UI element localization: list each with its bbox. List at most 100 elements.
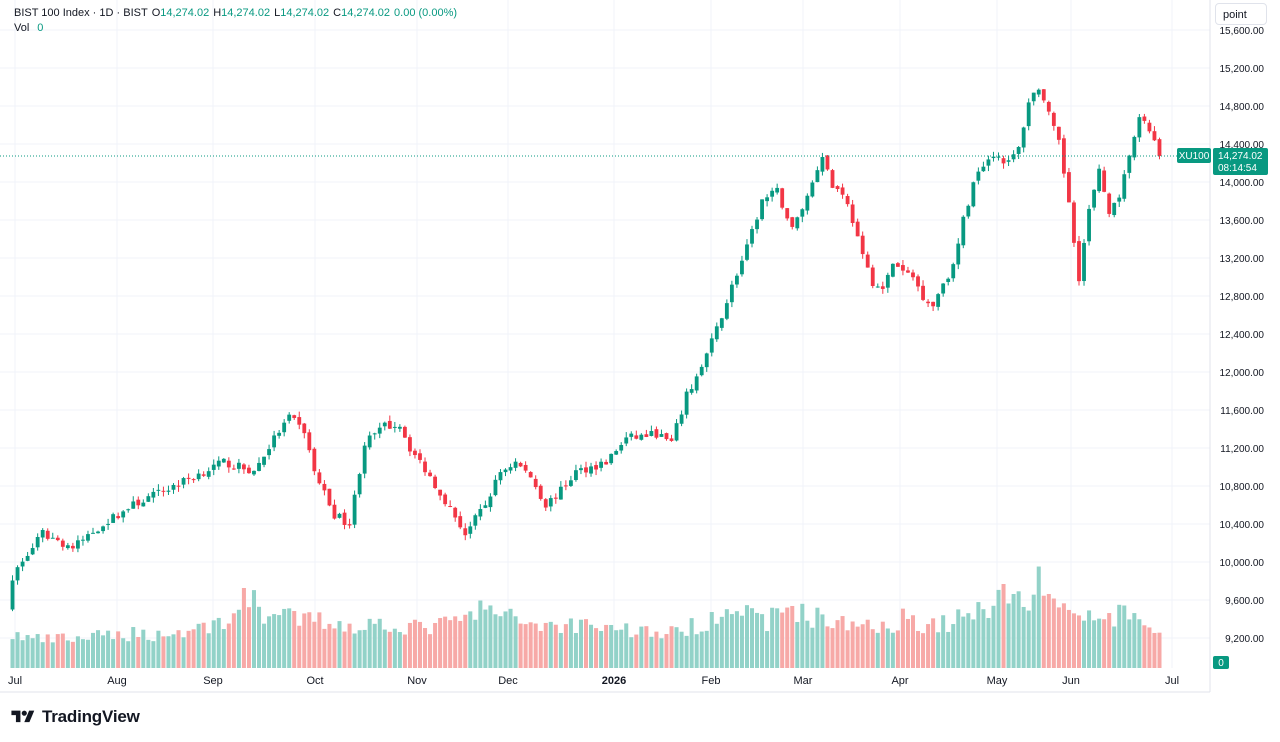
candle-body [719, 318, 724, 328]
volume-bar [493, 614, 498, 668]
volume-bar [327, 623, 332, 668]
price-axis[interactable]: 9,200.00 9,600.00 10,000.00 10,400.00 10,800… [1209, 0, 1265, 692]
volume-bar [15, 632, 20, 668]
volume-bar [1132, 613, 1137, 668]
volume-bar [664, 634, 669, 668]
volume-bar [136, 636, 141, 668]
candle-body [262, 456, 266, 465]
volume-bar [689, 618, 694, 668]
volume-bar [211, 620, 216, 668]
time-tick-label: Mar [794, 675, 813, 687]
volume-bar [141, 629, 146, 668]
candle-body [55, 537, 60, 541]
volume-bar [724, 609, 729, 668]
volume-bar [744, 605, 749, 668]
time-axis[interactable]: Jul Aug Sep Oct Nov Dec 2026 Feb Mar Apr May Jun Jul [0, 675, 1210, 693]
open-value: 14,274.02 [160, 7, 210, 19]
volume-bar [231, 613, 236, 668]
volume-bar [1082, 620, 1087, 668]
volume-bar [1157, 632, 1162, 668]
volume-bar [367, 618, 372, 668]
volume-bar [1137, 619, 1142, 668]
candle-body [332, 504, 337, 519]
candle-body [493, 479, 498, 496]
volume-bar [543, 622, 548, 668]
candle-body [483, 505, 488, 508]
candle-body [790, 217, 795, 227]
candle-body [221, 458, 226, 463]
chart-legend: BIST 100 Index · 1D · BIST O14,274.02 H1… [14, 6, 457, 36]
candle-body [770, 190, 775, 197]
time-tick-label: Dec [498, 675, 518, 687]
volume-bar [433, 622, 438, 668]
price-tick-label: 11,600.00 [1220, 406, 1264, 417]
volume-bar [10, 639, 15, 668]
volume-bar [749, 608, 755, 668]
volume-bar [639, 626, 644, 668]
candle-body [553, 497, 558, 499]
volume-bar [946, 631, 951, 668]
point-button[interactable]: point [1215, 3, 1267, 25]
volume-bar [60, 633, 65, 668]
volume-bar [362, 629, 367, 668]
candle-body [724, 303, 729, 319]
candle-body [1107, 193, 1112, 214]
volume-bar [25, 635, 30, 668]
low-label: L [274, 7, 281, 19]
candle-body [840, 187, 845, 195]
candle-body [1006, 160, 1011, 162]
volume-bar [65, 640, 70, 668]
volume-bar [171, 634, 176, 668]
volume-bar [307, 612, 312, 668]
candle-body [156, 489, 161, 491]
volume-bar [377, 618, 382, 668]
volume-bar [654, 631, 659, 668]
candle-body [10, 580, 15, 610]
volume-bar [513, 616, 518, 668]
volume-bar [35, 634, 40, 668]
candle-body [1056, 126, 1061, 140]
candle-body [498, 472, 503, 481]
candle-body [111, 514, 116, 523]
candle-body [287, 414, 292, 421]
volume-bar [468, 611, 473, 668]
symbol-label[interactable]: BIST 100 Index · 1D · BIST [14, 7, 148, 19]
volume-bar [1041, 595, 1046, 668]
candle-body [931, 301, 936, 307]
ohlc-row: BIST 100 Index · 1D · BIST O14,274.02 H1… [14, 6, 457, 21]
candle-body [236, 462, 241, 469]
volume-bar [302, 613, 307, 668]
candle-body [624, 437, 629, 444]
candle-body [106, 523, 111, 525]
volume-bar [121, 638, 126, 668]
volume-tag: 0 [1213, 656, 1229, 669]
candle-body [729, 284, 734, 303]
volume-bar [1051, 598, 1056, 668]
candle-body [25, 555, 30, 561]
tradingview-brand[interactable]: TradingView [10, 707, 140, 727]
candle-body [971, 182, 976, 207]
volume-bar [428, 634, 433, 668]
high-label: H [213, 7, 222, 19]
price-tick-label: 15,200.00 [1220, 64, 1265, 75]
volume-bar [166, 636, 171, 668]
candle-body [428, 472, 432, 477]
volume-bar [412, 619, 417, 668]
volume-bar [533, 623, 538, 668]
volume-bar [438, 618, 443, 668]
volume-bar [372, 623, 377, 668]
candle-body [397, 426, 402, 429]
candle-body [81, 539, 85, 541]
volume-bar [352, 633, 357, 668]
candle-body [503, 469, 508, 473]
volume-bar [50, 642, 55, 668]
price-tick-label: 12,000.00 [1220, 368, 1265, 379]
candle-body [141, 502, 146, 507]
price-tick-label: 14,000.00 [1220, 178, 1265, 189]
volume-bar [131, 627, 136, 668]
candle-body [206, 471, 211, 477]
volume-bar [80, 639, 85, 668]
candle-body [367, 435, 372, 448]
volume-bar [206, 633, 211, 668]
